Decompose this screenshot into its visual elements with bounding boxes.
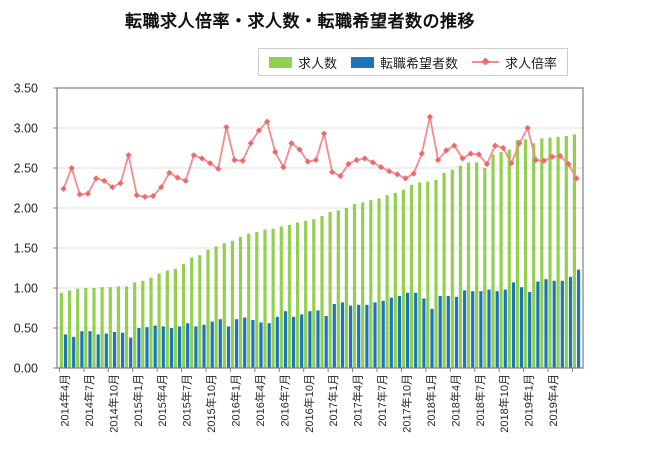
svg-text:2017年4月: 2017年4月 xyxy=(351,374,365,427)
svg-text:2014年7月: 2014年7月 xyxy=(82,374,96,427)
svg-text:2016年10月: 2016年10月 xyxy=(302,374,316,433)
svg-text:2015年10月: 2015年10月 xyxy=(204,374,218,433)
svg-text:2016年1月: 2016年1月 xyxy=(229,374,243,427)
svg-text:3.00: 3.00 xyxy=(14,122,38,136)
svg-text:2018年10月: 2018年10月 xyxy=(497,374,511,433)
svg-text:1.50: 1.50 xyxy=(14,242,38,256)
svg-text:2017年1月: 2017年1月 xyxy=(326,374,340,427)
svg-text:2018年1月: 2018年1月 xyxy=(424,374,438,427)
green-bar-swatch-icon xyxy=(268,56,292,68)
svg-text:3.50: 3.50 xyxy=(14,82,38,96)
svg-text:0.50: 0.50 xyxy=(14,322,38,336)
svg-text:2019年1月: 2019年1月 xyxy=(522,374,536,427)
svg-text:2018年4月: 2018年4月 xyxy=(448,374,462,427)
legend-item-kyujin-bairitsu: 求人倍率 xyxy=(472,53,557,72)
chart-legend: 求人数 転職希望者数 求人倍率 xyxy=(258,48,568,76)
legend-label-kyujinsu: 求人数 xyxy=(297,55,337,71)
blue-bar-swatch-icon xyxy=(350,56,374,68)
svg-text:2.50: 2.50 xyxy=(14,162,38,176)
svg-text:2018年7月: 2018年7月 xyxy=(473,374,487,427)
svg-text:2016年4月: 2016年4月 xyxy=(253,374,267,427)
svg-text:2015年4月: 2015年4月 xyxy=(155,374,169,427)
red-line-marker-icon xyxy=(472,57,499,66)
svg-text:2.00: 2.00 xyxy=(14,202,38,216)
svg-text:2019年4月: 2019年4月 xyxy=(546,374,560,427)
svg-text:2014年4月: 2014年4月 xyxy=(58,374,72,427)
svg-text:2015年7月: 2015年7月 xyxy=(180,374,194,427)
chart-title: 転職求人倍率・求人数・転職希望者数の推移 xyxy=(125,12,475,31)
svg-text:2015年1月: 2015年1月 xyxy=(131,374,145,427)
legend-item-tenshoku-kibousha: 転職希望者数 xyxy=(350,53,458,72)
legend-item-kyujinsu: 求人数 xyxy=(268,53,337,72)
svg-text:2014年10月: 2014年10月 xyxy=(106,374,120,433)
svg-text:2017年7月: 2017年7月 xyxy=(375,374,389,427)
svg-text:0.00: 0.00 xyxy=(14,362,38,376)
legend-label-kyujin-bairitsu: 求人倍率 xyxy=(505,55,558,71)
svg-text:1.00: 1.00 xyxy=(14,282,38,296)
svg-text:2016年7月: 2016年7月 xyxy=(277,374,291,427)
legend-label-tenshoku-kibousha: 転職希望者数 xyxy=(379,55,458,71)
svg-text:2017年10月: 2017年10月 xyxy=(400,374,414,433)
